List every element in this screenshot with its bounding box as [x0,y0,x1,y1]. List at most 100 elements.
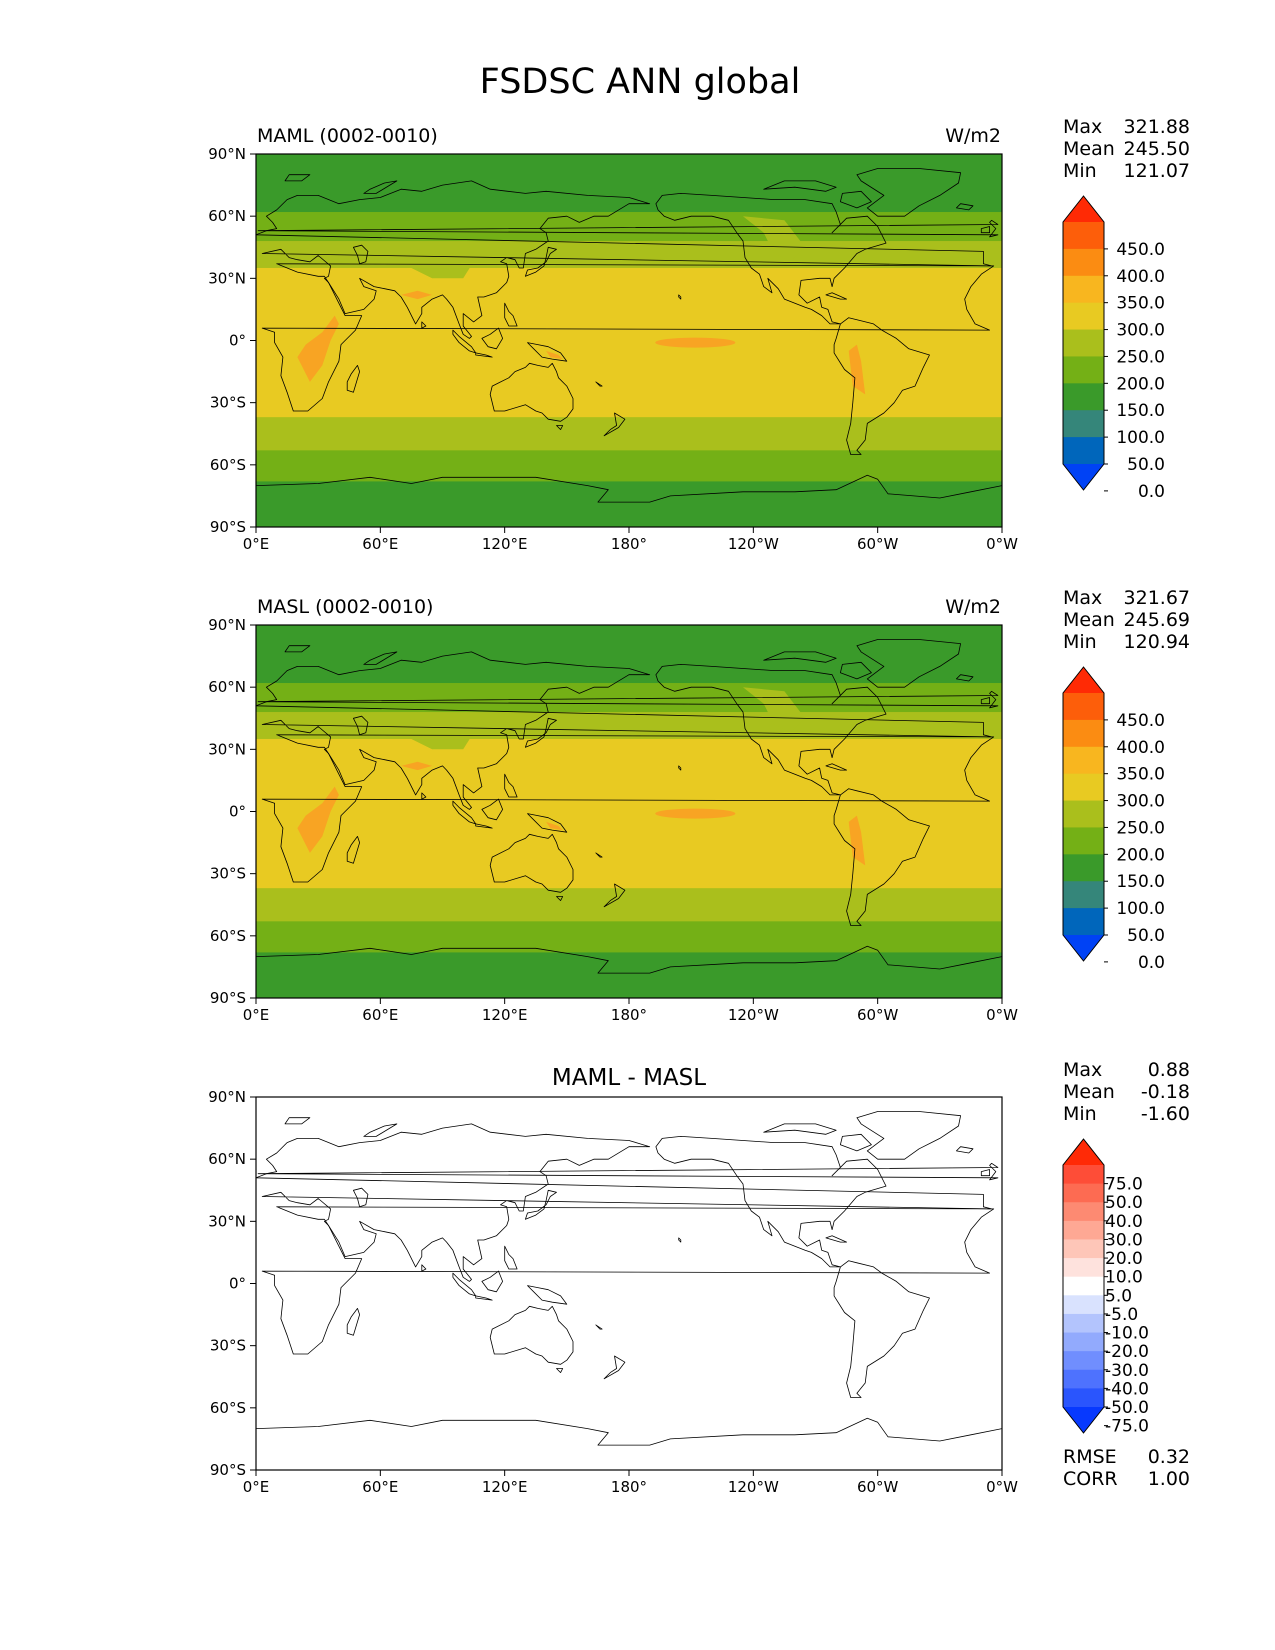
colorbar-segment [1063,1332,1104,1352]
zonal-band [256,154,1002,213]
panel-bottom: 0°E 60°E 120°E 180° 120°W 60°W 0°W 90°N 60°N 30°N… [208,1059,1190,1496]
warm-region-1 [297,315,339,382]
stat-value-min: -1.60 [1141,1103,1190,1125]
coastline-madagascar [346,836,361,864]
coastline-australia [489,833,574,893]
colorbar-segment [1063,719,1104,748]
x-tick-label: 0°W [986,535,1018,553]
stat-label-mean: Mean [1063,609,1115,631]
figure-title: FSDSC ANN global [480,62,801,102]
panel-left-title: MAML (0002-0010) [257,125,438,147]
stat-value-mean: 245.69 [1124,609,1190,631]
colorbar-tick-label: 150.0 [1116,401,1165,421]
y-tick-label: 30°S [210,394,246,412]
stat-label-mean: Mean [1063,138,1115,160]
colorbar-tick-label: -20.0 [1105,1342,1149,1362]
colorbar-tick-label: 40.0 [1105,1212,1143,1232]
colorbar-extend-min [1063,464,1104,490]
y-tick-label: 30°N [208,1212,246,1230]
colorbar-tick-label: 300.0 [1116,792,1165,812]
coastline-novaya [363,1123,398,1137]
x-tick-label: 60°W [857,535,899,553]
coastline-greenland [856,639,961,688]
zonal-band [256,450,1002,482]
colorbar-segment [1063,248,1104,277]
coastline-sumatra [452,1272,477,1297]
colorbar-extend-max [1063,196,1104,222]
difference-field [256,1097,1002,1470]
colorbar-segment [1063,1202,1104,1222]
coastline-hawaii [678,294,682,300]
colorbar-tick-label: 30.0 [1105,1230,1143,1250]
colorbar-tick-label: -50.0 [1105,1398,1149,1418]
colorbar-tick-label: 5.0 [1105,1286,1132,1306]
warm-region-1 [297,786,339,853]
colorbar-tick-label: -75.0 [1105,1417,1149,1437]
rockies-region [743,216,806,262]
coastline-eurasia [256,180,992,339]
coastline-sumatra [452,800,477,825]
coastline-iceland [956,674,974,682]
y-tick-label: 30°S [210,865,246,883]
colorbar-tick-label: 400.0 [1116,738,1165,758]
x-tick-label: 0°E [243,535,270,553]
coastline-svalbard [284,1117,311,1125]
y-tick-label: 30°S [210,1337,246,1355]
y-tick-label: 60°S [210,456,246,474]
coastline-africa [261,734,995,883]
coastline-australia [489,362,574,422]
coastline-srilanka [421,1264,427,1272]
map-field [256,154,1002,527]
colorbar-segment [1063,773,1104,802]
colorbar-tick-label: 450.0 [1116,711,1165,731]
colorbar-segment [1063,1388,1104,1408]
warm-region-3 [848,815,866,866]
colorbar-tick-label: 400.0 [1116,267,1165,287]
coastline-newcaledonia [595,381,603,387]
coastline-philippines [504,302,518,327]
panel-top: 0°E 60°E 120°E 180° 120°W 60°W 0°W 90°N 60°N 30°N… [208,116,1190,553]
x-tick-label: 120°E [482,535,528,553]
coastline-newguinea [527,813,568,833]
zonal-band [256,921,1002,953]
colorbar-extend-max [1063,667,1104,693]
y-tick-label: 30°N [208,269,246,287]
panel-middle: 0°E 60°E 120°E 180° 120°W 60°W 0°W 90°N 60°N 30°N… [208,587,1190,1024]
stat-value-max: 321.67 [1124,587,1190,609]
stat-value-mean: -0.18 [1141,1081,1190,1103]
colorbar-segment [1063,1369,1104,1389]
coastline-borneo [481,327,504,350]
coastline-iceland [956,1146,974,1154]
stat-label-max: Max [1063,1059,1102,1081]
coastline-tasmania [556,1368,564,1373]
stat-label-min: Min [1063,1103,1097,1125]
y-tick-label: 0° [229,1275,246,1293]
coastline-java [475,1295,493,1301]
warm-region-4 [546,821,563,831]
zonal-band [256,417,1002,451]
colorbar-tick-label: -5.0 [1105,1305,1138,1325]
colorbar-segment [1063,437,1104,465]
colorbar-tick-label: 0.0 [1138,953,1165,973]
colorbar-segment [1063,1276,1104,1296]
x-tick-label: 0°W [986,1478,1018,1496]
plateau-region [401,718,474,750]
coastline-philippines [504,1245,518,1270]
colorbar-segment [1063,222,1104,250]
coastline-greenland [856,168,961,217]
panel-center-title: MAML - MASL [552,1065,706,1091]
colorbar-segment [1063,383,1104,411]
zonal-band [256,481,1002,527]
coastline-eurasia [256,651,992,810]
colorbar-tick-label: 100.0 [1116,899,1165,919]
coastline-sumatra [452,329,477,354]
coastline-antarctica [256,945,1002,998]
x-tick-label: 0°E [243,1006,270,1024]
coastline-samerica [833,788,930,926]
warm-region-2 [401,290,433,300]
panel-left-title: MASL (0002-0010) [257,596,433,618]
coastline-nzealand [603,412,626,437]
coastline-caspian [352,244,369,265]
coastline-madagascar [346,1308,361,1336]
colorbar-segment [1063,302,1104,331]
